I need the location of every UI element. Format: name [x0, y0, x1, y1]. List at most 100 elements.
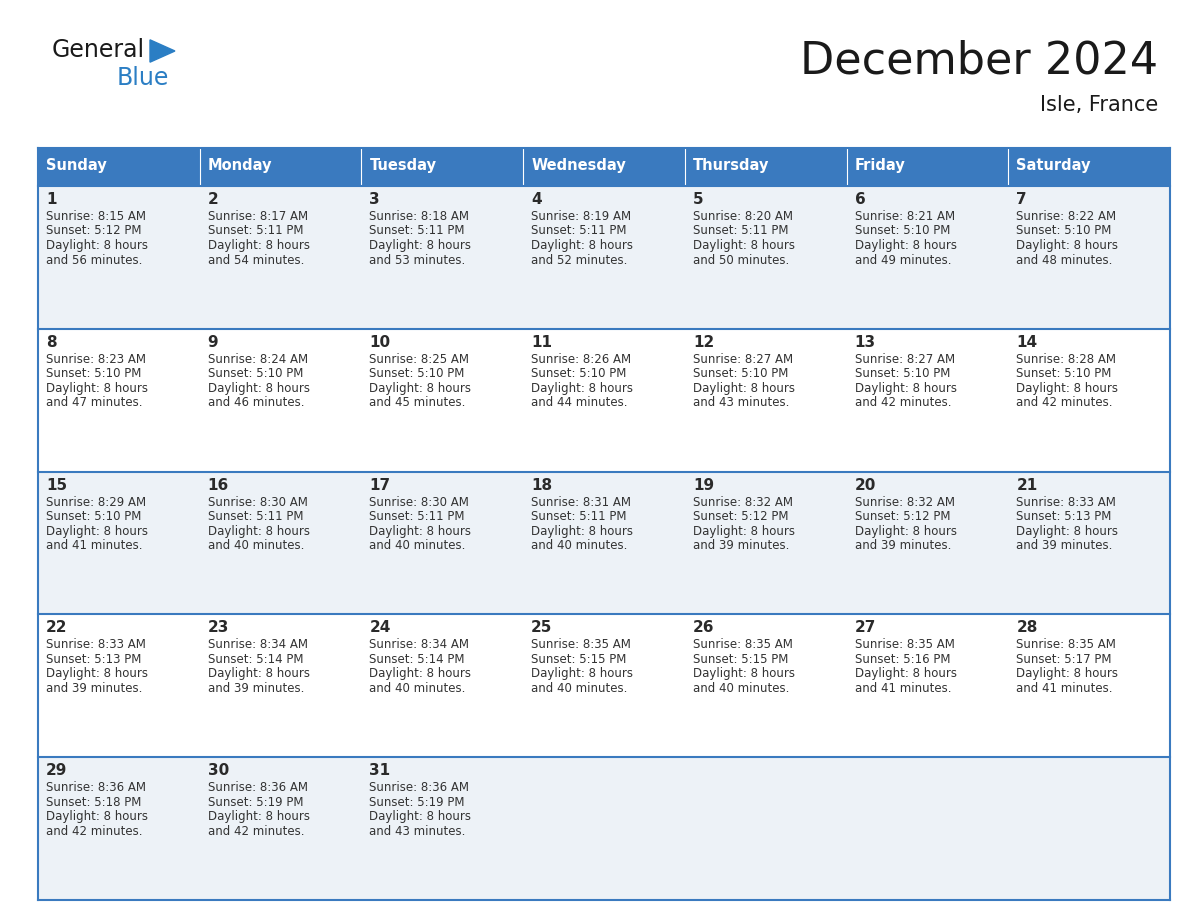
Text: 15: 15	[46, 477, 68, 493]
Text: and 52 minutes.: and 52 minutes.	[531, 253, 627, 266]
Text: Sunset: 5:12 PM: Sunset: 5:12 PM	[46, 225, 141, 238]
Text: Daylight: 8 hours: Daylight: 8 hours	[531, 667, 633, 680]
Text: Sunrise: 8:34 AM: Sunrise: 8:34 AM	[208, 638, 308, 652]
Text: General: General	[52, 38, 145, 62]
Text: Sunset: 5:11 PM: Sunset: 5:11 PM	[369, 510, 465, 523]
Text: Sunset: 5:16 PM: Sunset: 5:16 PM	[854, 653, 950, 666]
Text: 4: 4	[531, 192, 542, 207]
Text: Daylight: 8 hours: Daylight: 8 hours	[1016, 239, 1118, 252]
Text: 16: 16	[208, 477, 229, 493]
Text: Sunrise: 8:30 AM: Sunrise: 8:30 AM	[208, 496, 308, 509]
Text: Daylight: 8 hours: Daylight: 8 hours	[46, 811, 148, 823]
Bar	[38, 186, 1170, 329]
Text: Sunrise: 8:17 AM: Sunrise: 8:17 AM	[208, 210, 308, 223]
Text: and 40 minutes.: and 40 minutes.	[208, 539, 304, 552]
Text: Sunrise: 8:35 AM: Sunrise: 8:35 AM	[693, 638, 792, 652]
Text: Daylight: 8 hours: Daylight: 8 hours	[854, 524, 956, 538]
Text: 17: 17	[369, 477, 391, 493]
Text: 11: 11	[531, 335, 552, 350]
Text: Sunset: 5:14 PM: Sunset: 5:14 PM	[369, 653, 465, 666]
Text: 2: 2	[208, 192, 219, 207]
Text: Sunrise: 8:34 AM: Sunrise: 8:34 AM	[369, 638, 469, 652]
Text: and 47 minutes.: and 47 minutes.	[46, 397, 143, 409]
Text: and 41 minutes.: and 41 minutes.	[1016, 682, 1113, 695]
Text: Sunrise: 8:29 AM: Sunrise: 8:29 AM	[46, 496, 146, 509]
Text: Sunset: 5:11 PM: Sunset: 5:11 PM	[531, 510, 626, 523]
Text: Sunrise: 8:36 AM: Sunrise: 8:36 AM	[208, 781, 308, 794]
Text: and 43 minutes.: and 43 minutes.	[369, 824, 466, 838]
Text: Daylight: 8 hours: Daylight: 8 hours	[369, 239, 472, 252]
Text: and 40 minutes.: and 40 minutes.	[531, 539, 627, 552]
Bar	[38, 472, 1170, 614]
Text: Sunset: 5:11 PM: Sunset: 5:11 PM	[693, 225, 789, 238]
Text: 3: 3	[369, 192, 380, 207]
Text: and 40 minutes.: and 40 minutes.	[693, 682, 789, 695]
Text: Daylight: 8 hours: Daylight: 8 hours	[531, 382, 633, 395]
Bar	[38, 329, 1170, 472]
Text: 8: 8	[46, 335, 57, 350]
Text: Sunset: 5:10 PM: Sunset: 5:10 PM	[1016, 367, 1112, 380]
Text: Sunset: 5:11 PM: Sunset: 5:11 PM	[369, 225, 465, 238]
Text: Friday: Friday	[854, 158, 905, 173]
Text: and 40 minutes.: and 40 minutes.	[369, 539, 466, 552]
Text: Sunset: 5:12 PM: Sunset: 5:12 PM	[854, 510, 950, 523]
Text: 7: 7	[1016, 192, 1026, 207]
Text: Daylight: 8 hours: Daylight: 8 hours	[531, 524, 633, 538]
Text: Daylight: 8 hours: Daylight: 8 hours	[693, 667, 795, 680]
Text: Sunrise: 8:36 AM: Sunrise: 8:36 AM	[369, 781, 469, 794]
Text: Isle, France: Isle, France	[1040, 95, 1158, 115]
Text: and 39 minutes.: and 39 minutes.	[208, 682, 304, 695]
Text: Sunset: 5:11 PM: Sunset: 5:11 PM	[531, 225, 626, 238]
Text: Sunrise: 8:32 AM: Sunrise: 8:32 AM	[693, 496, 792, 509]
Text: 14: 14	[1016, 335, 1037, 350]
Text: Sunset: 5:10 PM: Sunset: 5:10 PM	[208, 367, 303, 380]
Text: Sunrise: 8:27 AM: Sunrise: 8:27 AM	[854, 353, 955, 365]
Bar	[38, 757, 1170, 900]
Text: 29: 29	[46, 763, 68, 778]
Text: and 42 minutes.: and 42 minutes.	[1016, 397, 1113, 409]
Text: 30: 30	[208, 763, 229, 778]
Text: 5: 5	[693, 192, 703, 207]
Text: Sunrise: 8:36 AM: Sunrise: 8:36 AM	[46, 781, 146, 794]
Text: Sunset: 5:13 PM: Sunset: 5:13 PM	[46, 653, 141, 666]
Text: Sunrise: 8:25 AM: Sunrise: 8:25 AM	[369, 353, 469, 365]
Text: and 42 minutes.: and 42 minutes.	[46, 824, 143, 838]
Text: Sunrise: 8:32 AM: Sunrise: 8:32 AM	[854, 496, 955, 509]
Text: and 41 minutes.: and 41 minutes.	[854, 682, 952, 695]
Text: Daylight: 8 hours: Daylight: 8 hours	[208, 811, 310, 823]
Text: Blue: Blue	[116, 66, 170, 90]
Text: Wednesday: Wednesday	[531, 158, 626, 173]
Text: 24: 24	[369, 621, 391, 635]
Text: Sunset: 5:19 PM: Sunset: 5:19 PM	[208, 796, 303, 809]
Text: Daylight: 8 hours: Daylight: 8 hours	[1016, 382, 1118, 395]
Text: Sunrise: 8:26 AM: Sunrise: 8:26 AM	[531, 353, 631, 365]
Text: and 46 minutes.: and 46 minutes.	[208, 397, 304, 409]
Text: 27: 27	[854, 621, 876, 635]
Text: Daylight: 8 hours: Daylight: 8 hours	[208, 239, 310, 252]
Text: Daylight: 8 hours: Daylight: 8 hours	[46, 382, 148, 395]
Text: Daylight: 8 hours: Daylight: 8 hours	[369, 382, 472, 395]
Text: and 40 minutes.: and 40 minutes.	[531, 682, 627, 695]
Text: 10: 10	[369, 335, 391, 350]
Text: Sunset: 5:10 PM: Sunset: 5:10 PM	[369, 367, 465, 380]
Text: Sunrise: 8:19 AM: Sunrise: 8:19 AM	[531, 210, 631, 223]
Text: Sunset: 5:12 PM: Sunset: 5:12 PM	[693, 510, 789, 523]
Text: 6: 6	[854, 192, 865, 207]
Text: 9: 9	[208, 335, 219, 350]
Text: Sunset: 5:15 PM: Sunset: 5:15 PM	[531, 653, 626, 666]
Text: Sunrise: 8:28 AM: Sunrise: 8:28 AM	[1016, 353, 1117, 365]
Text: and 39 minutes.: and 39 minutes.	[46, 682, 143, 695]
Text: 26: 26	[693, 621, 714, 635]
Text: and 39 minutes.: and 39 minutes.	[693, 539, 789, 552]
Text: Sunset: 5:10 PM: Sunset: 5:10 PM	[854, 367, 950, 380]
Text: 23: 23	[208, 621, 229, 635]
Text: and 39 minutes.: and 39 minutes.	[854, 539, 950, 552]
Text: Sunrise: 8:15 AM: Sunrise: 8:15 AM	[46, 210, 146, 223]
Text: and 42 minutes.: and 42 minutes.	[854, 397, 952, 409]
Text: and 44 minutes.: and 44 minutes.	[531, 397, 627, 409]
Bar	[38, 148, 1170, 186]
Text: Saturday: Saturday	[1016, 158, 1091, 173]
Text: Sunset: 5:10 PM: Sunset: 5:10 PM	[531, 367, 626, 380]
Polygon shape	[150, 39, 175, 62]
Text: Sunset: 5:13 PM: Sunset: 5:13 PM	[1016, 510, 1112, 523]
